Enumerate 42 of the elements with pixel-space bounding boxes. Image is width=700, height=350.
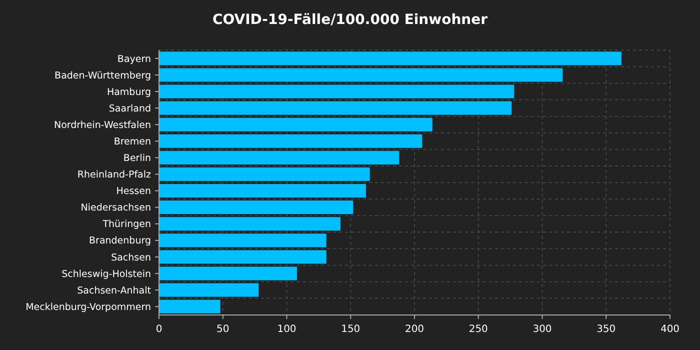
bar — [159, 250, 326, 264]
bar — [159, 68, 563, 82]
y-tick-label: Brandenburg — [89, 236, 151, 247]
y-tick-label: Niedersachsen — [80, 202, 151, 214]
y-tick-label: Sachsen-Anhalt — [77, 285, 152, 296]
y-tick-label: Hessen — [116, 186, 151, 198]
bar — [159, 150, 400, 164]
x-tick-label: 0 — [156, 324, 162, 335]
bar — [159, 101, 512, 115]
x-tick-label: 50 — [216, 324, 230, 335]
bar — [159, 300, 220, 314]
bar — [159, 184, 366, 198]
x-tick-label: 200 — [404, 324, 424, 335]
y-tick-label: Thüringen — [102, 219, 151, 230]
bar — [159, 234, 326, 248]
x-tick-label: 250 — [468, 324, 488, 335]
y-tick-label: Rheinland-Pfalz — [77, 170, 152, 181]
bar — [159, 283, 259, 297]
y-tick-label: Bayern — [117, 54, 151, 65]
x-tick-label: 100 — [277, 324, 296, 335]
y-tick-label: Hamburg — [106, 86, 151, 98]
bar — [159, 200, 354, 214]
x-tick-label: 400 — [660, 324, 680, 335]
y-tick-label: Berlin — [123, 153, 151, 164]
y-tick-label: Bremen — [114, 136, 151, 148]
y-tick-label: Baden-Württemberg — [54, 70, 151, 82]
bar — [159, 84, 514, 98]
x-tick-label: 350 — [596, 324, 616, 335]
y-tick-label: Schleswig-Holstein — [62, 268, 151, 280]
bar — [159, 52, 622, 66]
bar — [159, 217, 340, 231]
y-tick-label: Mecklenburg-Vorpommern — [26, 302, 151, 313]
y-tick-label: Saarland — [108, 103, 151, 114]
bar — [159, 134, 422, 148]
bar — [159, 118, 432, 132]
y-tick-label: Sachsen — [111, 252, 151, 264]
x-tick-label: 150 — [341, 324, 360, 335]
x-tick-label: 300 — [532, 324, 552, 335]
bar — [159, 167, 370, 182]
y-tick-label: Nordrhein-Westfalen — [54, 120, 151, 131]
chart-title: COVID-19-Fälle/100.000 Einwohner — [212, 12, 488, 28]
bar — [159, 266, 297, 280]
